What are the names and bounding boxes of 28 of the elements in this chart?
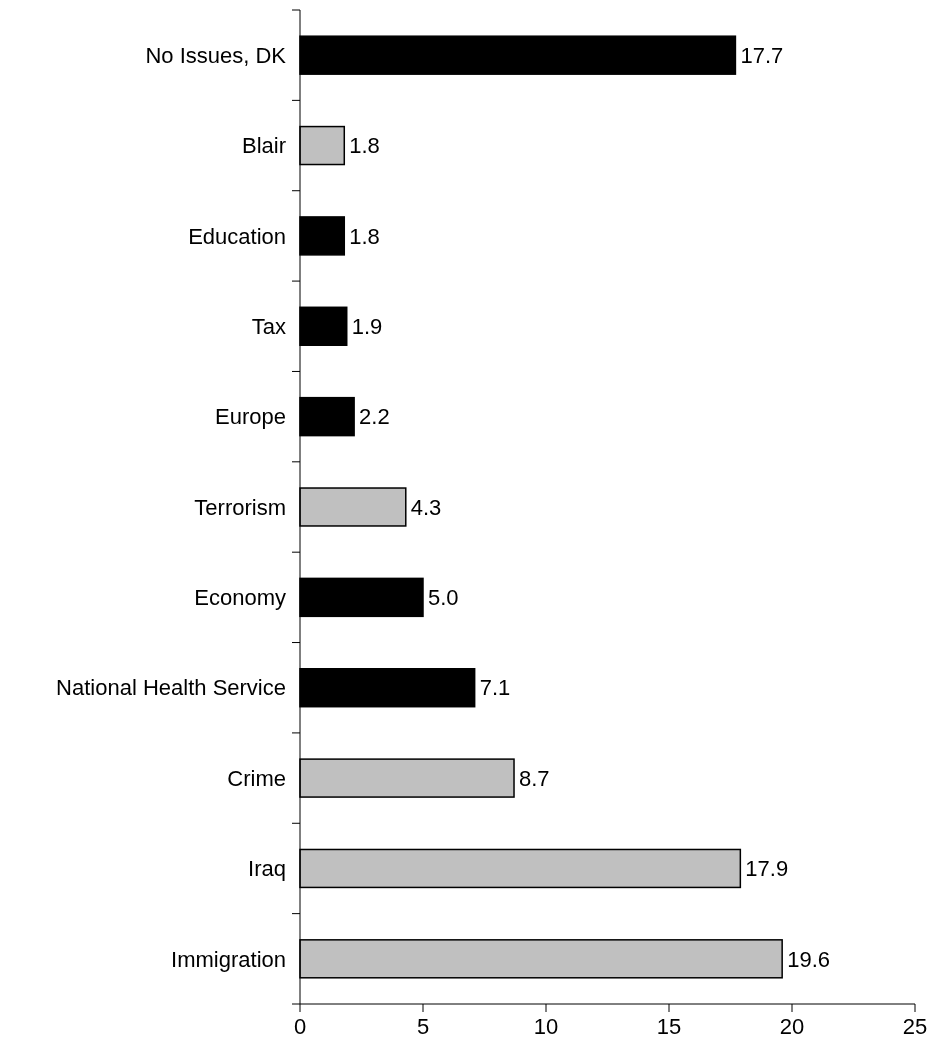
y-tick-label: Crime xyxy=(227,765,286,791)
x-tick-label: 20 xyxy=(779,1013,805,1039)
y-tick-label: Terrorism xyxy=(194,494,286,520)
data-label: 17.7 xyxy=(740,42,784,68)
x-tick-label: 25 xyxy=(902,1013,928,1039)
x-tick-label: 0 xyxy=(293,1013,307,1039)
y-tick-label: Europe xyxy=(215,404,286,430)
y-tick-label: National Health Service xyxy=(56,675,286,701)
data-label: 8.7 xyxy=(519,765,550,791)
x-tick-label: 10 xyxy=(533,1013,559,1039)
y-tick-label: No Issues, DK xyxy=(145,42,287,68)
data-label: 7.1 xyxy=(479,675,511,701)
x-tick-label: 5 xyxy=(416,1013,430,1039)
y-tick-label: Immigration xyxy=(171,946,286,972)
data-label: 2.2 xyxy=(359,404,390,430)
y-tick-label: Economy xyxy=(194,585,286,611)
data-label: 5.0 xyxy=(428,585,459,611)
x-tick-label: 15 xyxy=(656,1013,682,1039)
y-tick-label: Blair xyxy=(241,133,286,159)
y-tick-label: Tax xyxy=(251,313,286,339)
data-label: 1.9 xyxy=(351,313,383,339)
data-label: 19.6 xyxy=(787,946,830,972)
y-tick-label: Education xyxy=(188,223,286,249)
data-label: 4.3 xyxy=(410,494,442,520)
y-tick-label: Iraq xyxy=(248,856,286,882)
data-label: 1.8 xyxy=(349,223,380,249)
data-label: 17.9 xyxy=(745,856,789,882)
data-label: 1.8 xyxy=(349,133,380,159)
